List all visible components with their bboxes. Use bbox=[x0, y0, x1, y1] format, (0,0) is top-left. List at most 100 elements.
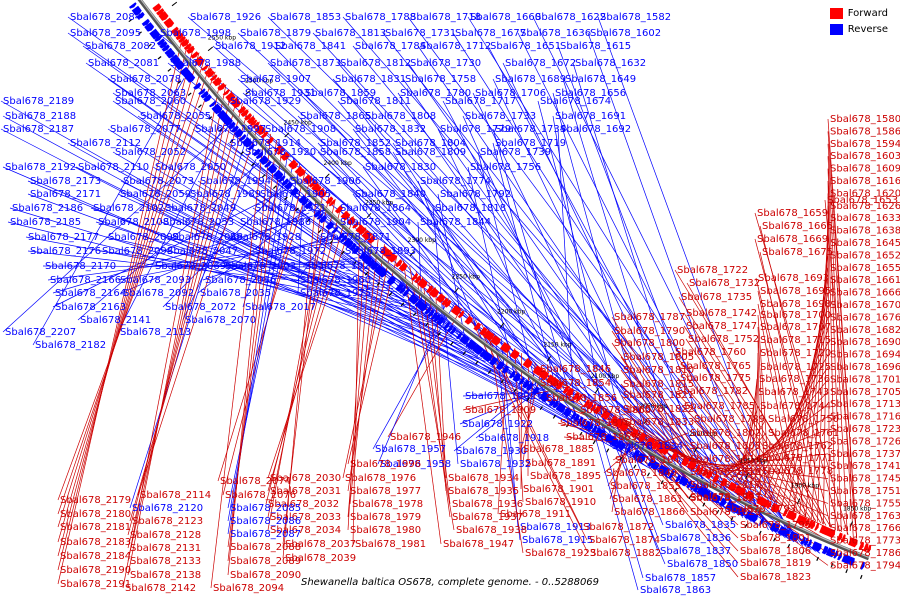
gene-label: Sbal678_1586 bbox=[830, 126, 900, 137]
minor-tick-mark bbox=[787, 543, 791, 549]
tick-mark bbox=[796, 498, 801, 505]
forward-gene-arrow bbox=[638, 432, 646, 442]
reverse-gene-arrow bbox=[707, 491, 714, 500]
gene-label: Sbal678_1620 bbox=[830, 188, 900, 199]
reverse-gene-arrow bbox=[485, 354, 493, 362]
gene-label: Sbal678_1937 bbox=[452, 512, 523, 523]
gene-label: Sbal678_2017 bbox=[245, 302, 316, 313]
leader-line bbox=[217, 175, 312, 482]
forward-gene-arrow bbox=[600, 410, 607, 418]
gene-label: Sbal678_1747 bbox=[686, 321, 757, 332]
forward-gene-arrow bbox=[343, 213, 351, 221]
minor-tick-mark bbox=[592, 440, 596, 445]
gene-label: Sbal678_2192 bbox=[5, 162, 76, 173]
forward-gene-arrow bbox=[364, 232, 372, 241]
forward-gene-arrow bbox=[814, 522, 820, 531]
gene-label: Sbal678_1773 bbox=[830, 536, 900, 547]
forward-gene-arrow bbox=[836, 532, 843, 541]
gene-label: Sbal678_1893 bbox=[345, 246, 416, 257]
reverse-gene-arrow bbox=[367, 259, 375, 267]
leader-line bbox=[422, 276, 451, 505]
forward-gene-arrow bbox=[590, 403, 597, 412]
reverse-gene-arrow bbox=[518, 377, 525, 385]
leader-line bbox=[267, 199, 336, 518]
leader-line bbox=[67, 142, 579, 426]
reverse-gene-arrow bbox=[270, 166, 278, 174]
forward-gene-arrow bbox=[651, 440, 659, 450]
reverse-gene-arrow bbox=[449, 326, 457, 335]
minor-tick-mark bbox=[566, 423, 570, 428]
forward-gene-arrow bbox=[572, 392, 580, 401]
reverse-swatch bbox=[829, 24, 843, 35]
reverse-gene-arrow bbox=[663, 468, 670, 477]
gene-label: Sbal678_1794 bbox=[830, 560, 900, 571]
reverse-gene-arrow bbox=[466, 339, 474, 349]
leader-line bbox=[764, 329, 829, 498]
gene-label: Sbal678_2086 bbox=[230, 516, 301, 527]
gene-label: Sbal678_1996 bbox=[350, 459, 421, 470]
gene-label: Sbal678_1656 bbox=[555, 88, 626, 99]
gene-label: Sbal678_1616 bbox=[830, 176, 900, 187]
gene-labels-layer: Sbal678_2084 Sbal678_1926 Sbal678_1853 Sbal… bbox=[3, 12, 900, 596]
gene-label: Sbal678_1788 bbox=[345, 12, 416, 23]
gene-label: Sbal678_2084 bbox=[70, 12, 141, 23]
forward-gene-arrow bbox=[609, 415, 618, 425]
forward-gene-arrow bbox=[807, 519, 814, 529]
forward-gene-arrow bbox=[209, 74, 218, 82]
leader-line bbox=[686, 282, 827, 526]
leader-line bbox=[620, 369, 687, 457]
gene-label: Sbal678_1696 bbox=[830, 362, 900, 373]
tick-label: 2150 kbp bbox=[543, 342, 571, 349]
gene-label: Sbal678_1871 bbox=[320, 232, 391, 243]
leader-line bbox=[755, 277, 815, 521]
minor-tick-mark bbox=[744, 523, 748, 528]
tick-label: 2300 kbp bbox=[408, 237, 436, 244]
forward-gene-arrow bbox=[562, 385, 570, 394]
minor-tick-mark bbox=[702, 502, 706, 507]
leader-line bbox=[347, 255, 398, 465]
gene-label: Sbal678_2171 bbox=[30, 189, 101, 200]
gene-label: Sbal678_1615 bbox=[560, 41, 631, 52]
leader-line bbox=[42, 265, 369, 268]
leader-line bbox=[453, 371, 550, 452]
gene-label: Sbal678_1928 bbox=[230, 232, 301, 243]
gene-label: Sbal678_1998 bbox=[160, 28, 231, 39]
gene-label: Sbal678_2052 bbox=[115, 147, 186, 158]
gene-label: Sbal678_1813 bbox=[315, 28, 386, 39]
gene-label: Sbal678_1694 bbox=[830, 350, 900, 361]
leader-line bbox=[757, 314, 771, 500]
gene-label: Sbal678_1792 bbox=[440, 189, 511, 200]
leader-line bbox=[120, 212, 310, 294]
reverse-gene-arrow bbox=[522, 379, 530, 389]
gene-label: Sbal678_2088 bbox=[230, 542, 301, 553]
reverse-gene-arrow bbox=[559, 404, 566, 413]
tick-label: 2050 kbp bbox=[639, 403, 667, 410]
forward-gene-arrow bbox=[346, 216, 356, 226]
leader-line bbox=[492, 78, 694, 493]
gene-label: Sbal678_2099 bbox=[108, 232, 179, 243]
minor-tick-mark bbox=[526, 397, 530, 402]
gene-label: Sbal678_1876 bbox=[560, 418, 631, 429]
tick-mark bbox=[693, 446, 698, 453]
gene-label: Sbal678_1626 bbox=[830, 201, 900, 212]
gene-label: Sbal678_1733 bbox=[465, 111, 536, 122]
reverse-gene-arrow bbox=[732, 504, 741, 514]
gene-label: Sbal678_2092 bbox=[123, 288, 194, 299]
gene-label: Sbal678_2063 bbox=[115, 88, 186, 99]
leader-line bbox=[750, 366, 759, 491]
gene-label: Sbal678_1835 bbox=[665, 520, 736, 531]
gene-label: Sbal678_2173 bbox=[30, 176, 101, 187]
leader-line bbox=[487, 45, 740, 516]
tick-label: 2200 kbp bbox=[497, 308, 525, 315]
gene-label: Sbal678_1847 bbox=[615, 455, 686, 466]
forward-gene-arrow bbox=[503, 344, 511, 353]
reverse-gene-arrow bbox=[597, 429, 606, 439]
reverse-gene-arrow bbox=[136, 11, 145, 20]
gene-label: Sbal678_1582 bbox=[600, 12, 671, 23]
gene-label: Sbal678_2102 bbox=[93, 203, 164, 214]
gene-label: Sbal678_1725 bbox=[760, 362, 831, 373]
gene-label: Sbal678_1726 bbox=[830, 436, 900, 447]
gene-label: Sbal678_1911 bbox=[500, 509, 571, 520]
leader-line bbox=[618, 417, 739, 526]
